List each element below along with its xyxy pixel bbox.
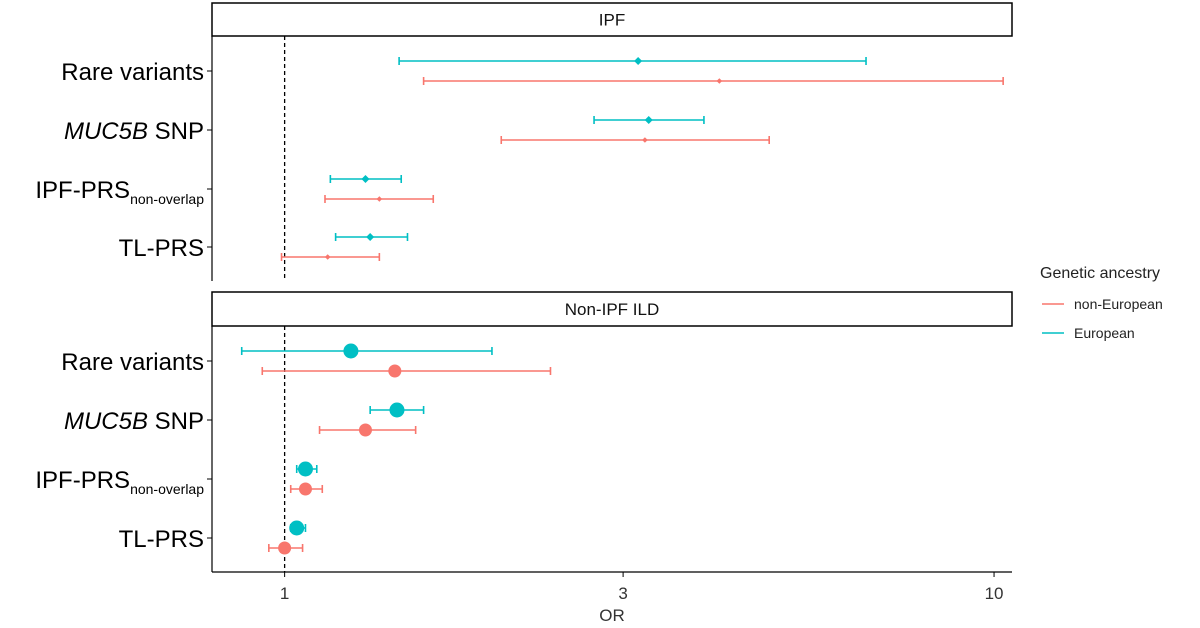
row-label: MUC5B SNP [64, 118, 204, 145]
point-non-european [388, 364, 402, 378]
point-european [343, 343, 359, 359]
x-tick-label: 10 [985, 584, 1004, 603]
row-label-main: TL-PRS [119, 526, 204, 553]
point-non-european [278, 541, 292, 555]
row-label-main: Rare variants [61, 349, 204, 376]
row-label: MUC5B SNP [64, 408, 204, 435]
point-european [297, 461, 313, 477]
row-label-main: IPF-PRS [35, 467, 130, 494]
point-non-european [358, 423, 372, 437]
row-label: TL-PRS [119, 235, 204, 262]
panel-title: Non-IPF ILD [565, 300, 659, 319]
row-label-main: TL-PRS [119, 235, 204, 262]
point-european [634, 57, 643, 65]
panel-strip [211, 2, 1013, 37]
panel-title: IPF [599, 11, 625, 30]
legend: Genetic ancestry non-European European [1040, 265, 1163, 341]
point-european [644, 116, 653, 124]
row-label-main: SNP [148, 118, 204, 145]
row-label-main: Rare variants [61, 59, 204, 86]
row-label: Rare variants [61, 59, 204, 86]
row-label-subscript: non-overlap [130, 481, 204, 497]
x-tick-label: 1 [280, 584, 289, 603]
point-non-european [642, 137, 648, 143]
point-european [389, 402, 405, 418]
legend-label-non-european: non-European [1074, 296, 1163, 312]
legend-label-european: European [1074, 325, 1135, 341]
panel-strip [211, 291, 1013, 327]
point-european [361, 175, 370, 183]
panel-ipf: IPF Rare variants MUC5B SNP IPF-PRSnon-over… [35, 2, 1013, 281]
x-axis-title: OR [599, 606, 625, 625]
point-european [366, 233, 375, 241]
panel-non-ipf-ild: Non-IPF ILD 1 3 10 Rare variants MUC5B SNP IPF… [35, 291, 1013, 603]
point-non-european [298, 482, 312, 496]
row-label-subscript: non-overlap [130, 191, 204, 207]
row-label: IPF-PRSnon-overlap [35, 177, 204, 207]
row-label: IPF-PRSnon-overlap [35, 467, 204, 497]
point-non-european [716, 78, 723, 84]
row-label-italic: MUC5B [64, 408, 148, 435]
x-tick-label: 3 [618, 584, 627, 603]
row-label: Rare variants [61, 349, 204, 376]
row-label-main: IPF-PRS [35, 177, 130, 204]
point-non-european [376, 196, 383, 202]
row-label: TL-PRS [119, 526, 204, 553]
point-european [289, 520, 305, 536]
row-label-italic: MUC5B [64, 118, 148, 145]
point-non-european [324, 254, 331, 260]
legend-title: Genetic ancestry [1040, 265, 1160, 282]
row-label-main: SNP [148, 408, 204, 435]
